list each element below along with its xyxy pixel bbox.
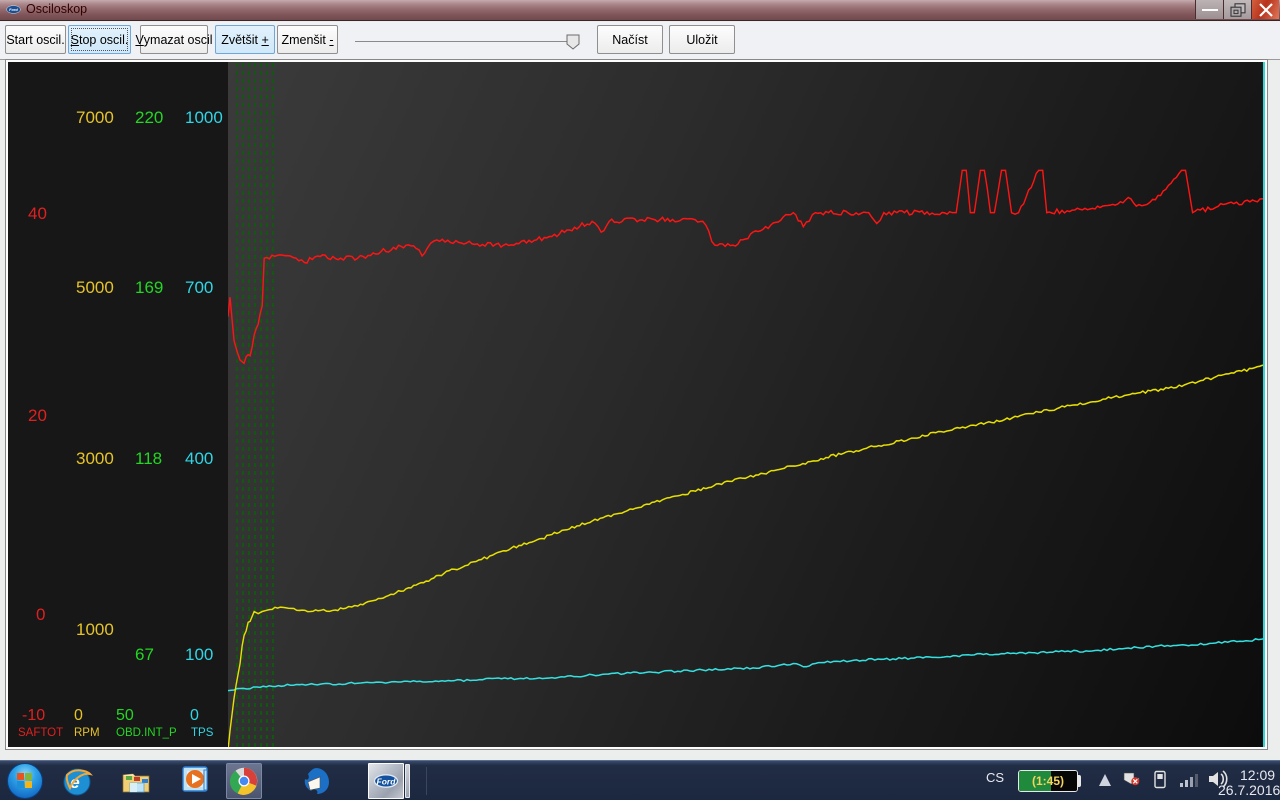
- svg-text:e: e: [70, 773, 79, 792]
- svg-text:Ford: Ford: [377, 777, 397, 787]
- svg-text:Ford: Ford: [9, 7, 18, 12]
